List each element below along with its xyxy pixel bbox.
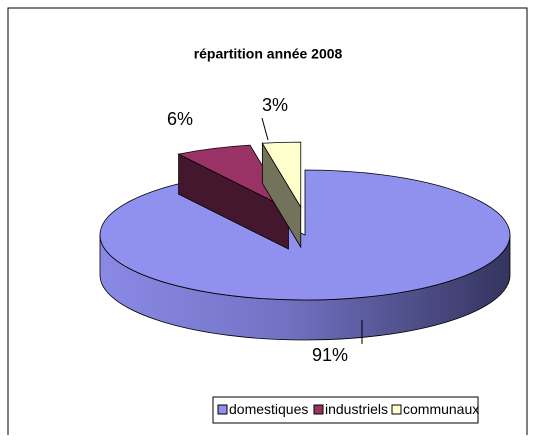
data-label: 91% <box>312 345 348 365</box>
data-label: 6% <box>167 109 193 129</box>
legend-swatch <box>313 404 324 415</box>
data-label: 3% <box>262 95 288 115</box>
pie-slice <box>99 169 511 301</box>
legend-label: communaux <box>403 401 479 417</box>
pie-slice <box>261 141 302 209</box>
legend-label: industriels <box>325 401 388 417</box>
legend-label: domestiques <box>229 401 308 417</box>
legend-swatch <box>217 404 228 415</box>
legend-swatch <box>391 404 402 415</box>
leader-line <box>261 117 269 141</box>
pie-slice <box>177 144 290 210</box>
legend-box <box>212 396 479 424</box>
chart-title: répartition année 2008 <box>194 46 343 62</box>
